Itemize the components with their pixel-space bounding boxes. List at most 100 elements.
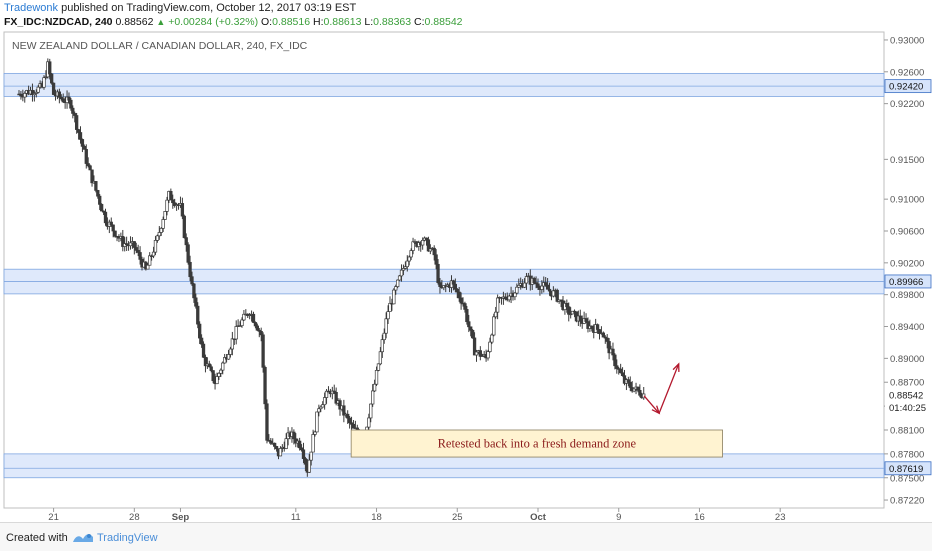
candle-body [607,341,611,354]
candle-body [407,256,411,262]
candle-body [219,369,223,374]
candle-body [453,283,457,290]
candle-body [215,376,219,385]
candle-body [30,89,35,96]
candle-body [171,199,175,204]
candle-body [488,341,492,352]
candle-body [382,332,386,341]
x-tick-label: Sep [172,512,190,522]
x-tick-label: 21 [48,512,59,522]
candle-body [428,248,433,252]
candle-body [522,282,527,288]
candle-body [67,96,71,101]
price-chart[interactable]: Retested back into a fresh demand zone 0… [0,0,932,522]
candle-body [182,215,186,238]
candle-body [303,458,308,465]
candle-body [578,315,582,322]
candle-body [209,366,213,371]
candle-body [315,411,319,433]
symbol-label: FX_IDC:NZDCAD, 240 [4,16,113,28]
candle-body [380,339,384,353]
candle-body [155,235,160,241]
candle-body [76,129,81,133]
high-label: H: [313,16,324,28]
candle-body [371,390,375,405]
candle-body [103,211,108,224]
candle-body [432,247,436,256]
candle-body [165,199,169,212]
candle-body [351,423,356,429]
candle-body [436,263,440,283]
price-change: +0.00284 (+0.32%) [168,16,259,28]
y-tick-label: 0.92200 [890,99,924,110]
candle-body [148,255,152,266]
open-label: O: [261,16,273,28]
y-tick-label: 0.89400 [890,322,924,333]
candle-body [169,191,173,201]
candle-body [332,390,336,393]
candle-body [257,329,261,332]
y-axis: 0.93000 0.92600 0.92200 0.91500 0.91000 0.906… [884,35,932,507]
candle-body [628,382,632,388]
zones [3,72,885,479]
candle-body [524,276,529,284]
candle-body [151,251,156,257]
candle-body [211,370,215,382]
candle-body [311,434,315,453]
y-tick-label: 0.91000 [890,195,924,206]
candle-body [403,266,408,269]
candle-body [240,319,244,327]
candle-body [265,403,269,441]
candle-body [69,99,73,109]
candle-body [230,338,235,350]
candles [17,58,646,477]
candle-body [565,303,569,308]
candle-body [555,289,559,302]
tradingview-brand[interactable]: TradingView [97,532,158,544]
candle-body [619,368,623,374]
y-tick-label: 0.87800 [890,449,924,460]
author-link[interactable]: Tradewonk [4,2,59,14]
price-label-box [885,388,931,402]
candle-body [194,297,198,307]
candle-body [238,325,242,327]
candle-body [124,243,129,246]
candle-body [478,350,482,357]
candle-body [186,244,190,263]
candle-body [90,169,94,184]
candle-body [409,250,413,258]
candle-body [138,252,142,260]
quote-bar: FX_IDC:NZDCAD, 240 0.88562 ▲ +0.00284 (+… [4,16,463,29]
annotation-box [350,429,723,458]
candle-body [86,163,90,167]
candle-body [188,261,192,278]
candle-body [299,447,304,451]
candle-body [601,332,606,338]
candle-body [223,357,227,364]
candle-body [98,195,102,205]
candle-body [494,311,498,318]
candle-body [567,306,571,315]
candle-body [463,303,467,310]
x-tick-label: 11 [291,512,301,522]
annotation-text: Retested back into a fresh demand zone [438,437,637,451]
price-label-box [884,274,932,289]
candle-body [324,390,329,398]
candle-body [434,254,438,265]
candle-body [544,282,548,286]
candle-body [36,86,40,93]
candle-body [159,227,163,233]
candle-body [136,250,140,253]
candle-body [78,132,83,140]
x-tick-label: 9 [616,512,621,522]
x-tick-label: 28 [129,512,140,522]
candle-body [101,210,106,213]
candle-body [161,219,165,229]
candle-body [319,406,323,410]
chart-title: NEW ZEALAND DOLLAR / CANADIAN DOLLAR, 24… [12,40,308,52]
candle-body [157,232,161,237]
candle-body [217,372,221,377]
candle-body [19,93,23,97]
candle-body [261,334,265,368]
y-tick-label: 0.89000 [890,354,924,365]
